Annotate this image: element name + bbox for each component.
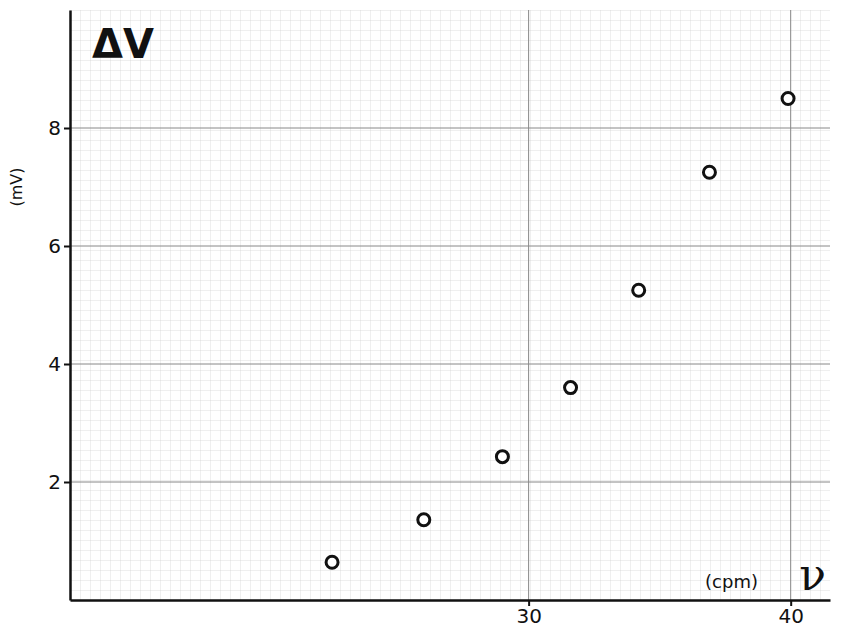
tick: 40 [778,600,803,628]
data-point [418,514,430,526]
tick: 4 [48,352,70,376]
data-point [496,451,508,463]
tick-label: 2 [48,470,61,494]
labels: ΔV (mV) ν (cpm) [7,21,826,600]
data-point [326,556,338,568]
data-point [565,382,577,394]
chart: 30 40 2 4 6 8 ΔV (mV) ν (cpm) [0,0,844,631]
tick-label: 4 [48,352,61,376]
tick-mark [64,128,70,130]
tick-mark [64,246,70,248]
axis-line [71,599,831,602]
points [326,93,794,569]
tick-mark [64,482,70,484]
data-point [633,284,645,296]
tick: 2 [48,470,70,494]
data-point [703,166,715,178]
x-axis-unit: (cpm) [705,571,758,592]
axis-line [69,11,72,601]
grid-line [70,364,830,365]
grid-line [70,246,830,247]
y-axis-title: (mV) [7,167,26,206]
tick-label: 8 [48,116,61,140]
tick: 6 [48,234,70,258]
grid-line [528,10,529,600]
tick: 8 [48,116,70,140]
x-axis: 30 40 [71,600,831,628]
tick-label: 30 [516,604,541,628]
plot: 30 40 2 4 6 8 [48,10,830,628]
tick: 30 [516,600,541,628]
grid-line [70,128,830,129]
data-point [782,93,794,105]
x-axis-title: ν [799,549,826,600]
title: ΔV [92,21,154,67]
graph-paper [70,10,830,600]
y-axis: 2 4 6 8 [48,11,70,601]
tick-label: 40 [778,604,803,628]
tick-label: 6 [48,234,61,258]
grid-line [70,482,830,483]
tick-mark [64,364,70,366]
